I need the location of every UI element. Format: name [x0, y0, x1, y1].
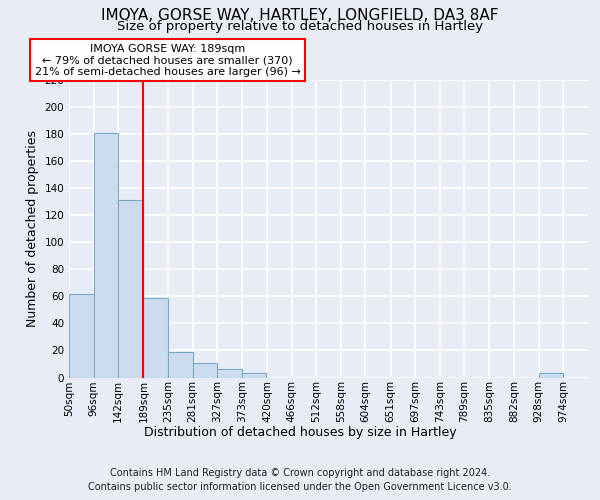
Text: IMOYA, GORSE WAY, HARTLEY, LONGFIELD, DA3 8AF: IMOYA, GORSE WAY, HARTLEY, LONGFIELD, DA…: [101, 8, 499, 22]
Bar: [94, 132, 118, 378]
Bar: [539, 374, 563, 378]
Bar: [168, 352, 193, 378]
Bar: [217, 370, 242, 378]
Bar: [143, 298, 168, 378]
Bar: [193, 362, 217, 378]
Text: Contains public sector information licensed under the Open Government Licence v3: Contains public sector information licen…: [88, 482, 512, 492]
Text: Distribution of detached houses by size in Hartley: Distribution of detached houses by size …: [143, 426, 457, 439]
Bar: [69, 294, 94, 378]
Text: Contains HM Land Registry data © Crown copyright and database right 2024.: Contains HM Land Registry data © Crown c…: [110, 468, 490, 477]
Y-axis label: Number of detached properties: Number of detached properties: [26, 130, 39, 327]
Text: IMOYA GORSE WAY: 189sqm
← 79% of detached houses are smaller (370)
21% of semi-d: IMOYA GORSE WAY: 189sqm ← 79% of detache…: [35, 44, 301, 77]
Text: Size of property relative to detached houses in Hartley: Size of property relative to detached ho…: [117, 20, 483, 33]
Bar: [118, 200, 143, 378]
Bar: [242, 374, 266, 378]
